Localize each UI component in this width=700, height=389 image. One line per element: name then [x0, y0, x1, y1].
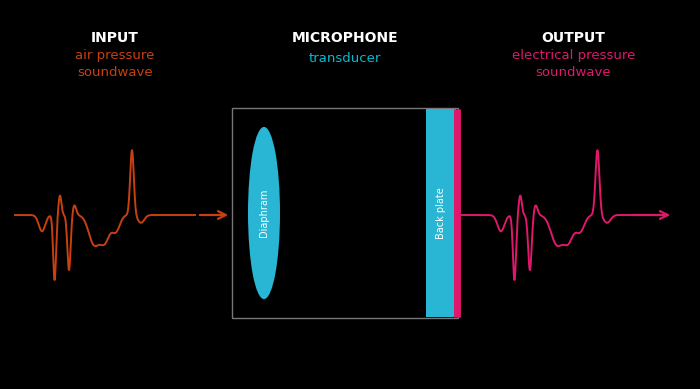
Text: OUTPUT: OUTPUT [542, 31, 606, 45]
Polygon shape [426, 109, 456, 317]
Text: air pressure
soundwave: air pressure soundwave [76, 49, 155, 79]
Ellipse shape [248, 127, 280, 299]
Polygon shape [232, 108, 458, 318]
Text: MICROPHONE: MICROPHONE [292, 31, 398, 45]
Text: transducer: transducer [309, 51, 382, 65]
Text: electrical pressure
soundwave: electrical pressure soundwave [512, 49, 635, 79]
Text: Back plate: Back plate [436, 187, 446, 239]
Text: INPUT: INPUT [91, 31, 139, 45]
Text: Diaphram: Diaphram [259, 189, 269, 237]
